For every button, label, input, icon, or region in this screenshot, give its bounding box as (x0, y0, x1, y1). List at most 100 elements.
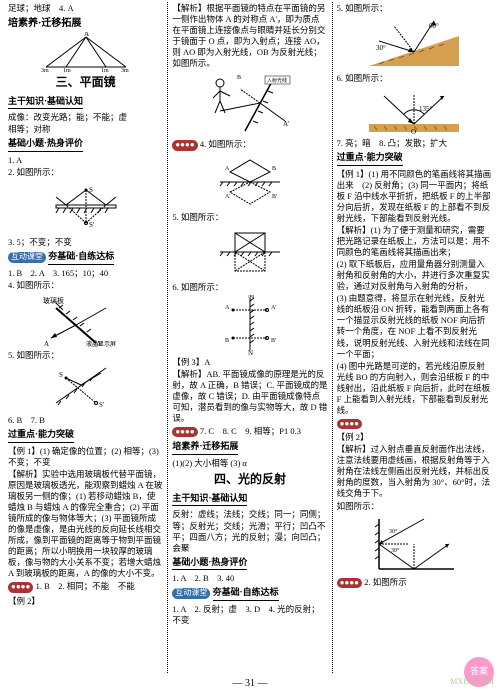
text: (1)(2) 大小相等 (3) α (172, 458, 327, 469)
svg-text:玻璃板: 玻璃板 (43, 296, 64, 305)
text: 1. B 2. A 3. 165；10；40 (8, 268, 163, 279)
section-title: 四、光的反射 (172, 472, 327, 488)
figure-angle-3: 30° 30° (337, 514, 492, 574)
subsection: 夯基础·自练达标 (48, 251, 114, 265)
svg-text:液晶显示屏: 液晶显示屏 (86, 340, 116, 348)
watermark-text: MXEQ.COM (450, 677, 494, 687)
svg-text:A: A (225, 166, 230, 172)
blue-label: 互动课堂 (172, 588, 210, 598)
analysis: 【解析】实验中选用玻璃板代替平面镜，原因是玻璃板透光，能观察到蜡烛 A 在玻璃板… (8, 469, 163, 579)
subsection: 夯基础·自练达标 (213, 587, 279, 601)
figure-diamond-1: A B A' B' (172, 155, 327, 210)
figure-angle-2: 135° O (337, 86, 492, 136)
analysis: (4) 图中光路是可逆的，若光线沿原反射光线 BO 的方向射入，则会沿纸板 F … (337, 361, 492, 416)
figure-mn: M N A B A' B' (172, 295, 327, 355)
svg-text:A': A' (225, 194, 230, 200)
figure-mirror-2: S S' (8, 363, 163, 413)
figure-diamond-2 (172, 225, 327, 280)
svg-text:M: M (248, 295, 255, 300)
example: 【例 3】A (172, 357, 327, 368)
svg-text:30°: 30° (389, 528, 398, 535)
text: 6. 如图所示： (337, 73, 492, 84)
red-label: ●●●● (172, 427, 197, 437)
svg-text:B: B (272, 166, 276, 172)
subsection: 主干知识·基础认知 (172, 493, 247, 507)
figure-triangle: A 3m 1m 1m 3m (8, 32, 163, 72)
red-label: ●●●● (337, 419, 362, 429)
text: 6. B 7. B (8, 415, 163, 426)
section-head: 培素养·迁移拓展 (8, 17, 163, 30)
subsection: 过重点·能力突破 (8, 429, 74, 443)
example: 【例 1】(1) 确定像的位置；(2) 相等；(3) 不变；不变 (8, 446, 163, 468)
page-number: — 31 — (0, 675, 500, 690)
svg-text:S: S (59, 371, 63, 379)
svg-text:A': A' (271, 305, 276, 311)
svg-text:1m: 1m (101, 68, 109, 72)
text: 5. 如图所示： (172, 212, 327, 223)
text: 1. A (8, 155, 163, 166)
figure-person: B 入射光线 A' (172, 71, 327, 136)
blue-label: 互动课堂 (8, 252, 46, 262)
svg-text:3m: 3m (121, 68, 129, 72)
text: 1. B 2. 相同；不能 不能 (36, 581, 135, 591)
svg-text:3m: 3m (41, 68, 49, 72)
column-3: 5. 如图所示： 60° 30° 6. 如图所示： 135° (333, 2, 496, 673)
svg-text:S': S' (89, 221, 94, 229)
svg-text:O: O (411, 128, 416, 136)
svg-text:30°: 30° (391, 547, 400, 554)
subsection: 主干知识·基础认知 (8, 96, 83, 110)
svg-text:B: B (237, 75, 241, 81)
analysis: 【解析】(1) 为了便于测量和研究，需要把光路记录在纸板上，方法可以是：用不同颜… (337, 225, 492, 258)
text: 1. A 2. B 3. 40 (172, 573, 327, 584)
red-label: ●●●● (337, 578, 362, 588)
text: 成像：改变光路；能；不能；虚 (8, 112, 163, 123)
text: 2. 如图所示： (8, 167, 163, 178)
figure-mirror-1: S S' (8, 180, 163, 235)
text: 2. 如图所示 (364, 577, 407, 587)
example: 【例 2】 (337, 432, 492, 443)
section-title: 三、平面镜 (8, 75, 163, 91)
subsection: 过重点·能力突破 (337, 152, 403, 166)
text: 反射：虚线；法线；交线；同一；同侧；等；反射光；交线；光滑；平行；凹凸不平；四面… (172, 509, 327, 553)
analysis: 【解析】根据平面镜的特点在平面镜的另一侧作出物体 A 的对称点 A'，即为质点在… (172, 3, 327, 69)
text: 相等；对称 (8, 124, 163, 135)
column-2: 【解析】根据平面镜的特点在平面镜的另一侧作出物体 A 的对称点 A'，即为质点在… (168, 2, 332, 673)
example: 【例 1】(1) 用不同颜色的笔画线将其描画出来 (2) 反射角；(3) 同一平… (337, 169, 492, 224)
svg-text:B: B (225, 338, 229, 344)
watermark: 答案 MXEQ.COM (464, 657, 494, 687)
svg-text:N: N (248, 349, 253, 355)
subsection: 基础小题·热身评价 (8, 138, 83, 152)
column-1: 足球；地球 4. A 培素养·迁移拓展 A 3m 1m 1m 3m 三、平面镜 … (4, 2, 168, 673)
svg-text:B': B' (271, 338, 276, 344)
analysis: 【解析】AB. 平面镜成像的原理是光的反射，故 A 正确，B 错误；C. 平面镜… (172, 369, 327, 424)
text: 6. 如图所示： (172, 282, 327, 293)
example: 【例 2】 (8, 596, 163, 607)
text: 足球；地球 4. A (8, 3, 163, 14)
svg-text:S': S' (99, 401, 104, 409)
svg-text:B': B' (272, 194, 277, 200)
subsection: 培素养·迁移拓展 (172, 441, 238, 455)
text: 5. 如图所示： (337, 3, 492, 14)
figure-device: 玻璃板 A A' 液晶显示屏 (8, 293, 163, 348)
svg-text:135°: 135° (419, 105, 433, 113)
svg-text:A: A (225, 305, 230, 311)
text: 7. 亮；暗 8. 凸；发散；扩大 (337, 138, 492, 149)
svg-text:入射光线: 入射光线 (267, 77, 287, 84)
text: 1. A 2. 反射；虚 3. D 4. 光的反射；不变 (172, 604, 327, 626)
svg-text:60°: 60° (429, 22, 439, 30)
svg-text:30°: 30° (376, 44, 386, 52)
subsection: 基础小题·热身评价 (172, 557, 247, 571)
svg-text:A: A (44, 340, 49, 348)
svg-text:1m: 1m (63, 68, 71, 72)
analysis: (2) 取下纸板后，应用量角器分别测量入射角和反射角的大小，并进行多次重复实验，… (337, 259, 492, 292)
analysis: 【解析】过入射点垂直反射面作出法线，注意法线要用虚线画，根据反射角等于入射角在法… (337, 444, 492, 499)
figure-angle-1: 60° 30° (337, 16, 492, 71)
text: 4. 如图所示： (200, 139, 251, 149)
text: 3. 5；不变；不变 (8, 237, 163, 248)
text: 7. C 8. C 9. 相等；P1 0.3 (200, 426, 301, 436)
text: 4. 如图所示： (8, 280, 163, 291)
text: 5. 如图所示： (8, 350, 163, 361)
analysis: (3) 由题意得，将显示在射光线，反射光线的纸板沿 ON 折转，能看到两面上各有… (337, 293, 492, 359)
red-label: ●●●● (8, 582, 33, 592)
svg-text:A': A' (283, 120, 289, 128)
